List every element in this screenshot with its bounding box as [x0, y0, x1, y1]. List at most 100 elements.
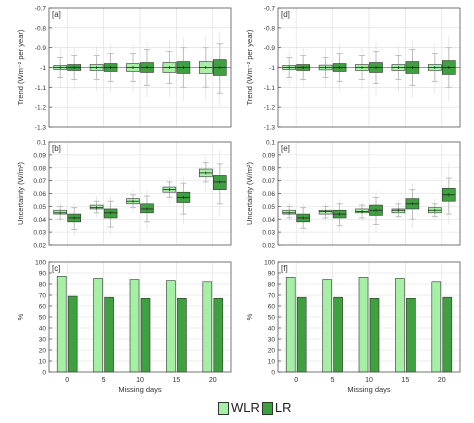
panel-c-xlabel: Missing days	[118, 385, 162, 394]
panel-e-label: [e]	[281, 144, 290, 153]
panel-f-ytick-label-6: 60	[268, 304, 276, 311]
panel-a-frame	[48, 7, 232, 128]
panel-b-ytick-label-3: 0.05	[33, 204, 46, 211]
panel-c-ytick-label-7: 70	[39, 293, 47, 300]
panel-f-xtick-label-20: 20	[438, 377, 446, 384]
panel-d-ytick-label-4: -0.9	[264, 45, 276, 52]
panel-c-ytick-label-8: 80	[39, 282, 47, 289]
panel-c-xtick-label-15: 15	[173, 377, 181, 384]
legend-swatch-wlr	[218, 401, 229, 415]
panel-b-frame	[48, 141, 232, 246]
legend-item-lr: LR	[261, 400, 292, 416]
panel-c-ytick-label-6: 60	[39, 304, 47, 311]
panel-b-ytick-label-4: 0.06	[33, 191, 46, 198]
panel-d-label: [d]	[281, 10, 290, 19]
panel-c-ytick-label-5: 50	[39, 315, 47, 322]
legend-label-wlr: WLR	[231, 400, 260, 415]
panel-b-ytick-label-1: 0.03	[33, 230, 46, 237]
panel-c-ytick-label-10: 100	[35, 260, 46, 267]
panel-e-ylabel: Uncertainty (W/m²)	[245, 162, 254, 225]
panel-c-bar-lr-15	[177, 297, 187, 373]
panel-e-ytick-label-5: 0.07	[262, 178, 275, 185]
panel-c-xtick-label-10: 10	[136, 377, 144, 384]
panel-c-bar-lr-0	[67, 295, 78, 373]
panel-f-ytick-label-9: 90	[268, 271, 276, 278]
panel-c-bar-lr-5	[104, 296, 114, 373]
panel-e-ytick-label-4: 0.06	[262, 191, 275, 198]
panel-c-label: [c]	[52, 264, 60, 273]
panel-c-bar-lr-10	[140, 297, 151, 373]
panel-e-ytick-label-2: 0.04	[262, 217, 275, 224]
panel-c-bar-wlr-20	[202, 281, 213, 373]
panel-f-frame	[277, 261, 461, 373]
panel-c-ylabel: %	[16, 313, 25, 320]
panel-d-ytick-label-1: -1.2	[264, 105, 276, 112]
panel-f-ytick-label-5: 50	[268, 315, 276, 322]
panel-c-bar-wlr-10	[129, 279, 140, 373]
panel-a-ytick-label-2: -1.1	[35, 85, 47, 92]
panel-c-xtick-label-20: 20	[209, 377, 217, 384]
panel-a-label: [a]	[52, 10, 61, 19]
panel-d-ylabel: Trend (Wm⁻² per year)	[245, 29, 254, 105]
panel-e-ytick-label-0: 0.02	[262, 243, 275, 250]
panel-a-ytick-label-3: -1	[40, 65, 46, 72]
panel-c-bar-wlr-0	[56, 275, 67, 373]
panel-f-bar-wlr-20	[431, 281, 442, 373]
panel-f-xtick-label-10: 10	[365, 377, 373, 384]
panel-f-ytick-label-7: 70	[268, 293, 276, 300]
panel-d-ytick-label-0: -1.3	[264, 125, 276, 132]
panel-c-xtick-label-5: 5	[102, 377, 106, 384]
panel-f-ytick-label-10: 100	[264, 260, 275, 267]
panel-f-xtick-label-5: 5	[331, 377, 335, 384]
panel-c-ytick-label-0: 0	[42, 370, 46, 377]
panel-e-ytick-label-8: 0.1	[266, 140, 275, 147]
panel-a-ytick-label-1: -1.2	[35, 105, 47, 112]
panel-b-ytick-label-8: 0.1	[37, 140, 46, 147]
panel-c-ytick-label-1: 10	[39, 359, 47, 366]
panel-f-ytick-label-1: 10	[268, 359, 276, 366]
panel-e-ytick-label-3: 0.05	[262, 204, 275, 211]
panel-f-ytick-label-8: 80	[268, 282, 276, 289]
panel-b-label: [b]	[52, 144, 61, 153]
panel-d-frame	[277, 7, 461, 128]
panel-a-ytick-label-4: -0.9	[35, 45, 47, 52]
panel-c-ytick-label-4: 40	[39, 326, 47, 333]
panel-f-bar-lr-10	[369, 297, 380, 373]
panel-f-ytick-label-0: 0	[271, 370, 275, 377]
legend-swatch-lr	[261, 401, 273, 415]
panel-a-ytick-label-5: -0.8	[35, 25, 47, 32]
panel-f-bar-lr-15	[406, 297, 416, 373]
panel-b-ylabel: Uncertainty (W/m²)	[16, 162, 25, 225]
panel-e-ytick-label-1: 0.03	[262, 230, 275, 237]
panel-d-ytick-label-6: -0.7	[264, 6, 276, 13]
panel-f-label: [f]	[281, 264, 288, 273]
panel-c-xtick-label-0: 0	[65, 377, 69, 384]
panel-f-bar-lr-5	[333, 296, 343, 373]
panel-a-ytick-label-0: -1.3	[35, 125, 47, 132]
panel-f-xtick-label-0: 0	[294, 377, 298, 384]
panel-f-bar-wlr-0	[285, 277, 296, 373]
legend-item-wlr: WLR	[218, 400, 260, 416]
panel-f-ytick-label-3: 30	[268, 337, 276, 344]
panel-f-bar-wlr-15	[395, 278, 405, 373]
panel-f-ylabel: %	[245, 313, 254, 320]
panel-f-bar-lr-0	[296, 296, 307, 373]
panel-b-ytick-label-2: 0.04	[33, 217, 46, 224]
panel-f-bar-wlr-5	[322, 279, 332, 373]
panel-c-bar-wlr-5	[93, 278, 103, 373]
panel-b-ytick-label-5: 0.07	[33, 178, 46, 185]
panel-e-ytick-label-6: 0.08	[262, 165, 275, 172]
panel-f-bar-lr-20	[442, 296, 453, 373]
panel-b-ytick-label-7: 0.09	[33, 152, 46, 159]
panel-c-frame	[48, 261, 232, 373]
panel-c-ytick-label-9: 90	[39, 271, 47, 278]
panel-a-ytick-label-6: -0.7	[35, 6, 47, 13]
panel-d-ytick-label-2: -1.1	[264, 85, 276, 92]
panel-f-ytick-label-4: 40	[268, 326, 276, 333]
panel-d-ytick-label-3: -1	[269, 65, 275, 72]
panel-f-ytick-label-2: 20	[268, 348, 276, 355]
panel-e-frame	[277, 141, 461, 246]
panel-c-bar-wlr-15	[166, 280, 176, 373]
panel-f-bar-wlr-10	[358, 277, 369, 373]
